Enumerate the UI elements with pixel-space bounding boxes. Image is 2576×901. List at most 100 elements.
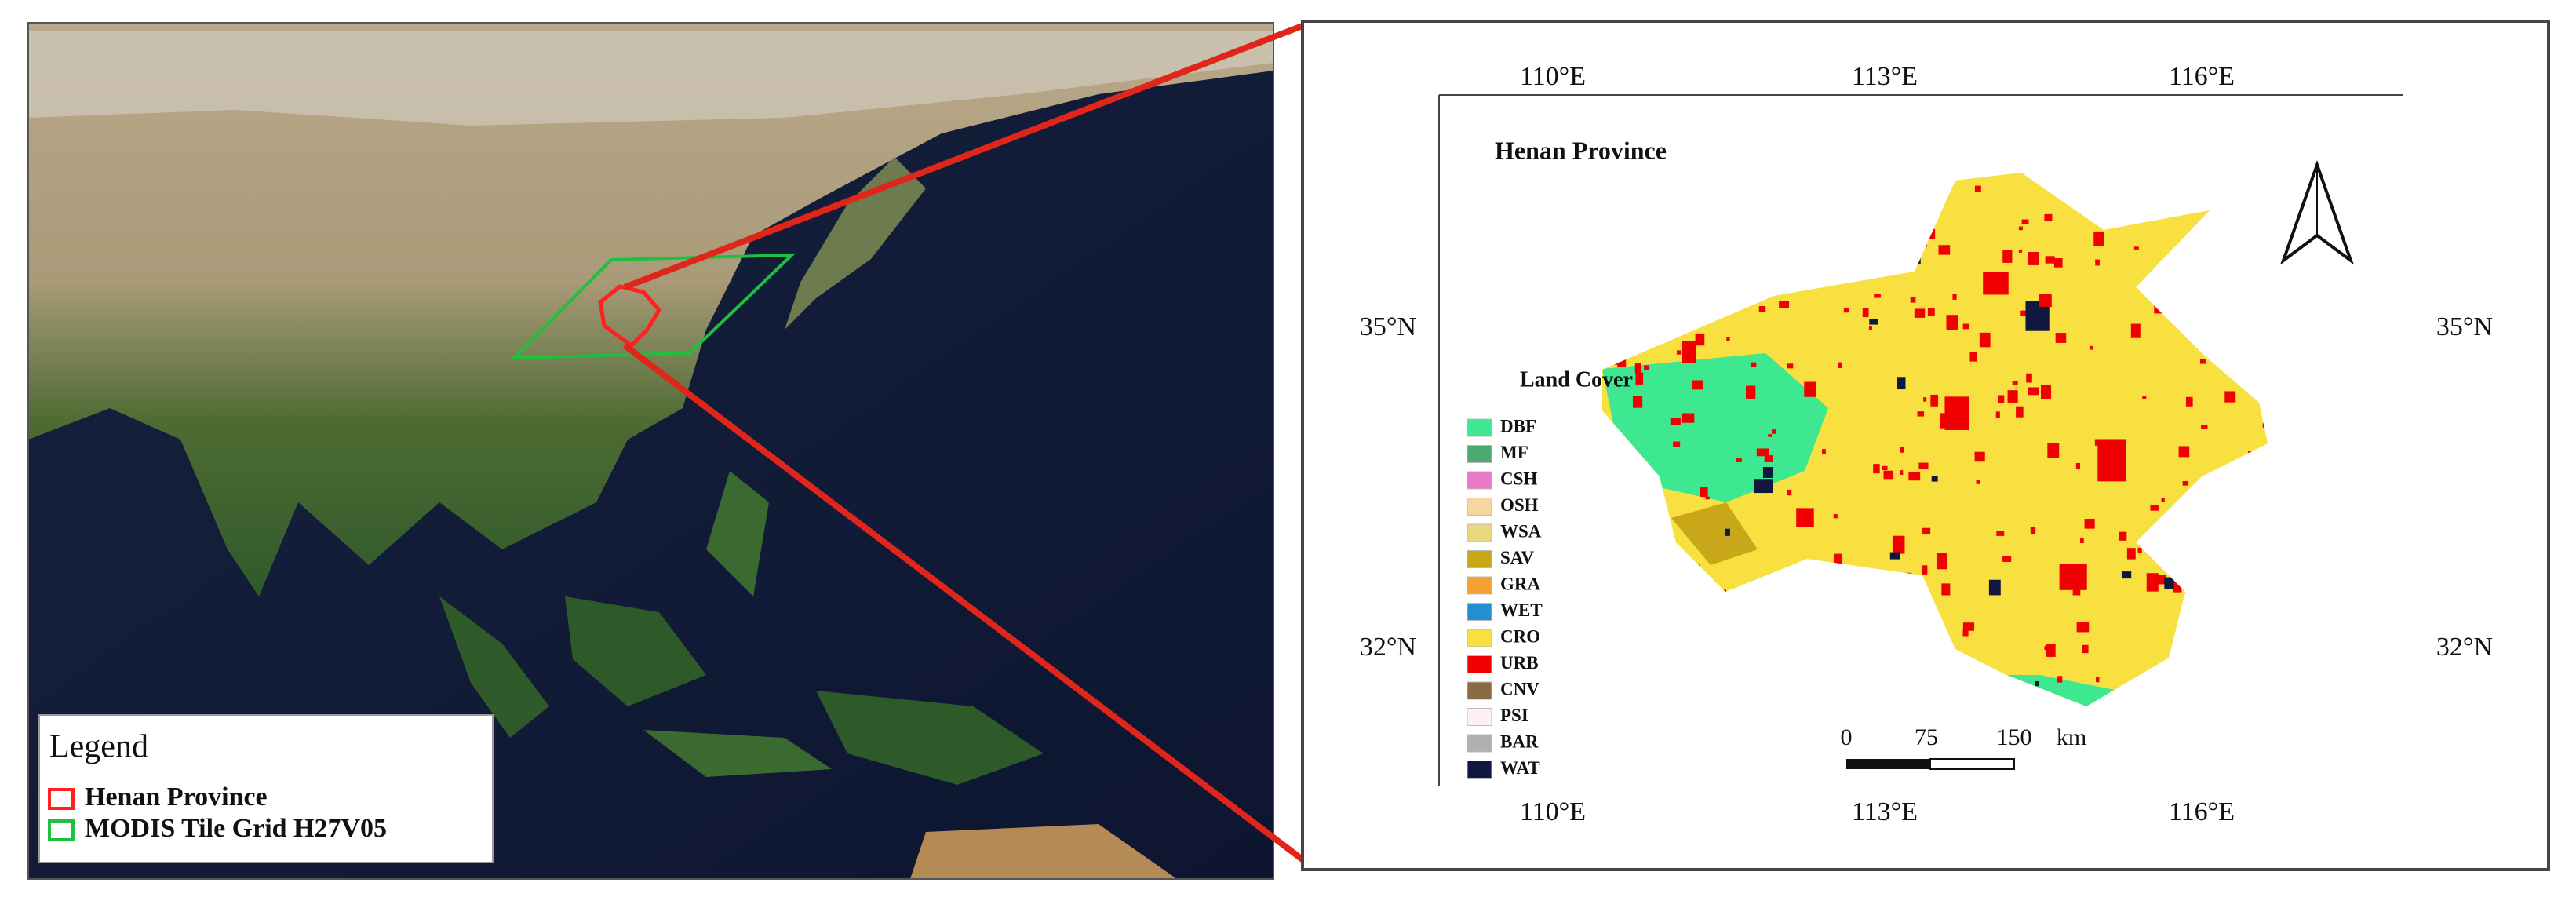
land-patch [2182,480,2189,486]
land-patch [1941,583,1951,596]
land-patch [1768,434,1773,437]
land-patch [1796,508,1814,527]
land-patch [1725,528,1730,536]
land-patch [1736,458,1742,462]
class-swatch [1467,576,1492,595]
land-patch [2021,219,2029,224]
land-patch [1751,362,1757,367]
land-patch [2173,579,2182,593]
land-patch [2012,381,2018,385]
land-patch [2047,443,2060,458]
land-patch [1952,294,1957,300]
class-label: WAT [1500,758,1540,778]
class-label: CRO [1500,626,1540,646]
latitude-label: 32°N [1360,633,1416,662]
legend-title: Legend [49,729,148,765]
longitude-label: 110°E [1520,62,1586,91]
land-patch [2028,252,2039,265]
land-patch [1922,565,1928,575]
land-patch [2045,256,2055,264]
north-arrow [2279,159,2355,265]
land-patch [2094,439,2101,446]
land-patch [1670,418,1681,425]
land-patch [1833,514,1838,519]
land-patch [2044,646,2050,650]
land-patch [2146,573,2159,592]
land-patch [1995,411,2000,418]
class-swatch [1467,603,1492,621]
land-patch [1938,245,1951,255]
class-label: URB [1500,653,1539,673]
map-legend: Legend Henan Province MODIS Tile Grid H2… [38,714,494,863]
class-label: PSI [1500,706,1528,725]
land-patch [1779,301,1790,308]
land-patch [2030,527,2036,534]
land-patch [1918,462,1929,469]
land-patch [1632,396,1643,408]
class-label: BAR [1500,731,1539,751]
land-patch [2164,577,2174,589]
land-patch [1962,323,1969,330]
henan-map [1602,173,2268,706]
legend-item: Henan Province [85,782,268,812]
land-patch [1974,451,1985,462]
land-patch [1676,350,1682,355]
land-patch [1700,487,1708,498]
land-patch [1673,441,1681,447]
land-patch [2072,586,2081,596]
land-patch [1804,381,1816,397]
land-patch [1931,476,1938,482]
class-label: WSA [1500,521,1542,541]
land-patch [1756,448,1769,457]
land-patch [2133,246,2139,250]
land-patch [1946,315,1958,330]
land-patch [1900,470,1904,475]
class-swatch [1467,445,1492,463]
latitude-label: 35°N [2436,312,2493,341]
land-patch [1644,365,1649,370]
map-title: Henan Province [1495,136,1667,164]
land-patch [2020,310,2028,316]
land-patch [1908,472,1921,481]
legend-item: MODIS Tile Grid H27V05 [85,814,387,843]
class-label: WET [1500,600,1543,620]
land-patch [1635,372,1644,385]
land-patch [2026,373,2032,383]
land-patch [1998,395,2005,403]
land-patch [2090,345,2093,350]
land-patch [1821,449,1826,454]
land-patch [2002,250,2013,263]
class-label: CSH [1500,469,1537,488]
land-patch [1962,622,1975,631]
land-patch [1897,377,1906,390]
land-patch [2186,396,2193,407]
land-patch [1927,308,1935,316]
land-patch [1682,413,1695,423]
land-patch [1922,527,1931,534]
land-patch [2053,258,2063,268]
scale-bar [1846,758,2015,770]
class-swatch [1467,523,1492,542]
land-patch [2035,681,2039,687]
land-patch [2093,231,2104,246]
land-patch [1914,308,1926,318]
land-patch [2095,259,2100,266]
class-swatch [1467,681,1492,700]
land-patch [1833,553,1842,566]
land-patch [1974,185,1981,192]
land-patch [2158,575,2166,585]
land-cover-title: Land Cover [1520,367,1633,392]
land-patch [2040,385,2051,399]
class-swatch [1467,761,1492,779]
class-swatch [1467,708,1492,726]
land-patch [1634,363,1642,374]
scale-label: 75 [1915,724,1938,750]
land-patch [2082,644,2089,654]
land-patch [1882,465,1888,471]
land-patch [2224,391,2236,403]
longitude-label: 116°E [2169,62,2235,91]
land-patch [2096,677,2100,683]
land-patch [2161,498,2165,502]
land-patch [2097,439,2126,482]
land-patch [2057,676,2063,683]
